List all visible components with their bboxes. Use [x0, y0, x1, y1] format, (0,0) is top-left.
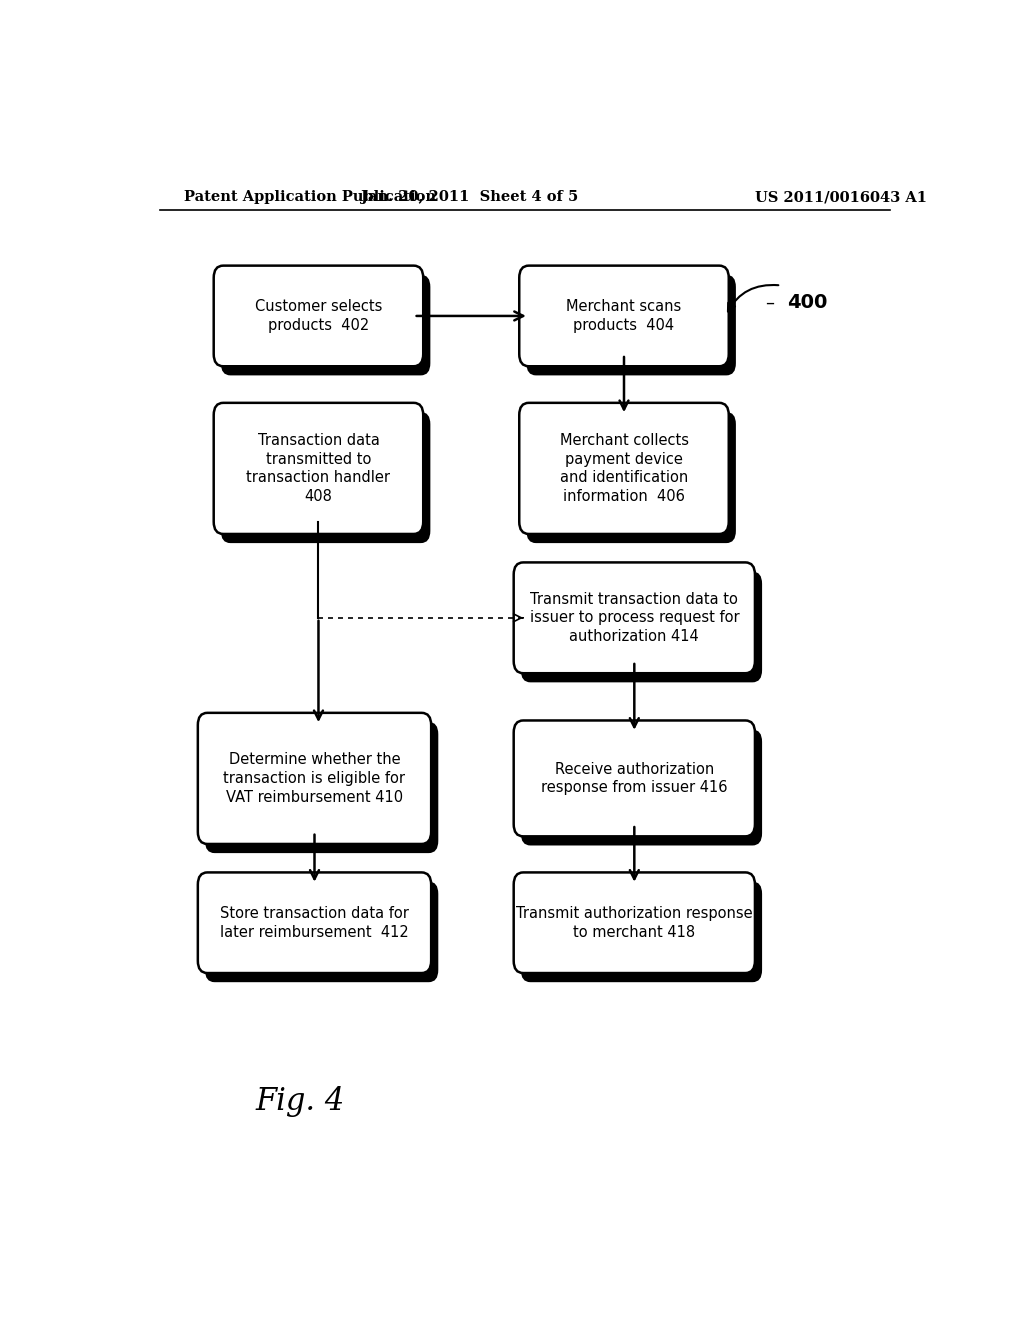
Text: Merchant scans
products  404: Merchant scans products 404	[566, 300, 682, 333]
FancyBboxPatch shape	[214, 403, 423, 535]
FancyBboxPatch shape	[519, 403, 729, 535]
Text: Fig. 4: Fig. 4	[255, 1086, 344, 1117]
Text: –: –	[765, 294, 774, 312]
FancyBboxPatch shape	[519, 265, 729, 366]
Text: US 2011/0016043 A1: US 2011/0016043 A1	[755, 190, 927, 205]
FancyBboxPatch shape	[526, 275, 736, 375]
FancyBboxPatch shape	[521, 572, 762, 682]
FancyBboxPatch shape	[214, 265, 423, 366]
Text: Jan. 20, 2011  Sheet 4 of 5: Jan. 20, 2011 Sheet 4 of 5	[360, 190, 578, 205]
Text: Patent Application Publication: Patent Application Publication	[183, 190, 435, 205]
FancyBboxPatch shape	[521, 730, 762, 846]
Text: Transmit transaction data to
issuer to process request for
authorization 414: Transmit transaction data to issuer to p…	[529, 591, 739, 644]
FancyBboxPatch shape	[221, 275, 430, 375]
FancyBboxPatch shape	[198, 713, 431, 843]
Text: Receive authorization
response from issuer 416: Receive authorization response from issu…	[541, 762, 728, 795]
FancyBboxPatch shape	[526, 412, 736, 543]
Text: Merchant collects
payment device
and identification
information  406: Merchant collects payment device and ide…	[559, 433, 688, 504]
FancyBboxPatch shape	[514, 873, 755, 973]
FancyBboxPatch shape	[514, 721, 755, 837]
FancyBboxPatch shape	[198, 873, 431, 973]
FancyBboxPatch shape	[205, 882, 438, 982]
Text: Customer selects
products  402: Customer selects products 402	[255, 300, 382, 333]
Text: Transaction data
transmitted to
transaction handler
408: Transaction data transmitted to transact…	[247, 433, 390, 504]
Text: Determine whether the
transaction is eligible for
VAT reimbursement 410: Determine whether the transaction is eli…	[223, 752, 406, 804]
FancyBboxPatch shape	[521, 882, 762, 982]
FancyBboxPatch shape	[514, 562, 755, 673]
FancyBboxPatch shape	[221, 412, 430, 543]
Text: Store transaction data for
later reimbursement  412: Store transaction data for later reimbur…	[220, 906, 409, 940]
Text: Transmit authorization response
to merchant 418: Transmit authorization response to merch…	[516, 906, 753, 940]
Text: 400: 400	[786, 293, 827, 313]
FancyBboxPatch shape	[205, 722, 438, 853]
